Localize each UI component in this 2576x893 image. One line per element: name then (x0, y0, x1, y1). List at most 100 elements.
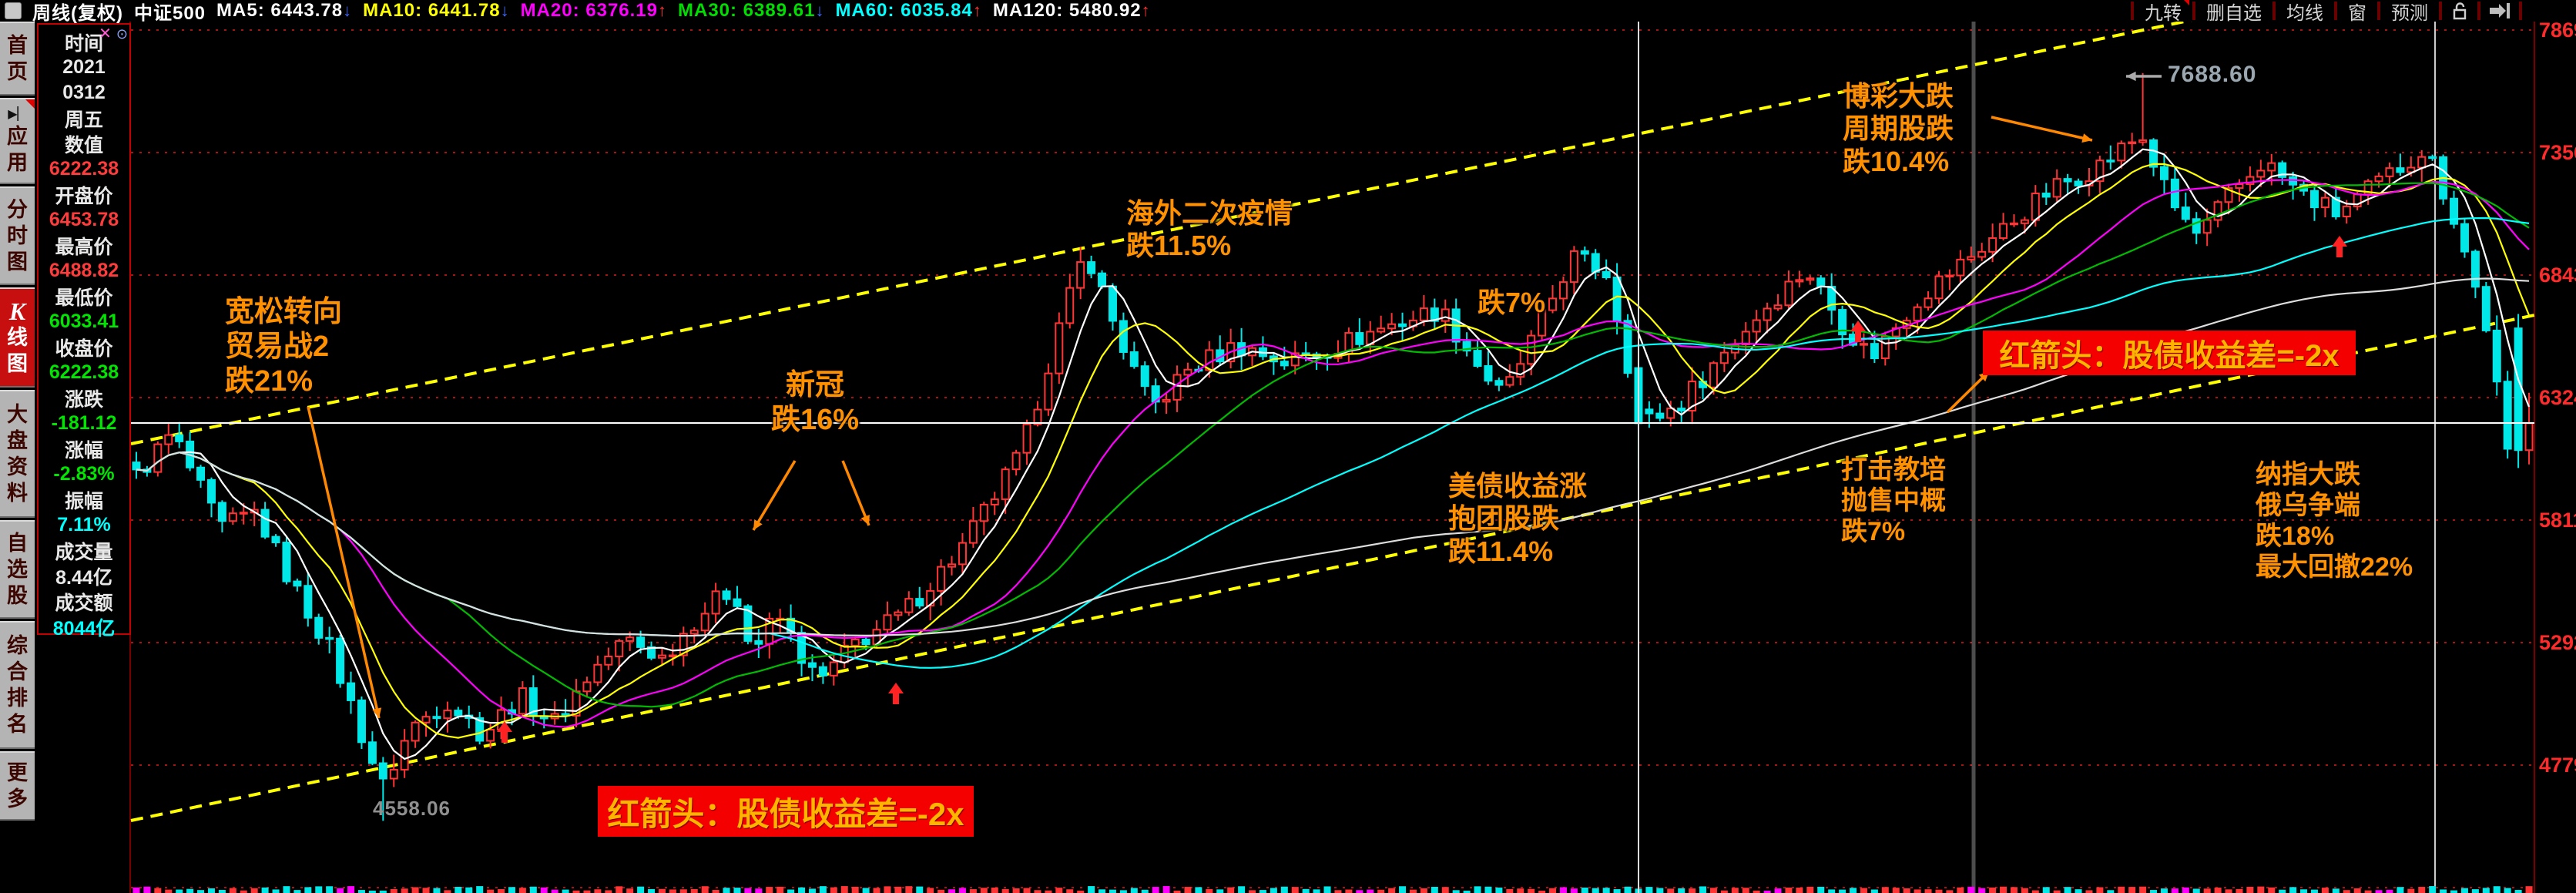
tab-char: 资 (7, 455, 28, 478)
ma-legend-item: MA30: 6389.61↓ (678, 0, 825, 21)
panel-row: 6488.82 (49, 260, 119, 281)
panel-row: 7.11% (57, 514, 111, 535)
toolbar-button-删自选[interactable]: 删自选 (2206, 2, 2262, 24)
arrow-up-icon: ↑ (1141, 1, 1151, 20)
sidebar-item-应用[interactable]: ▶▏ 应用 (0, 98, 35, 184)
arrow-up-icon: ↑ (658, 1, 667, 20)
arrowhead (860, 515, 870, 525)
panel-icons: ✕ ⊙ (99, 26, 128, 42)
red-buy-arrow-icon (497, 721, 512, 743)
tab-char: 首 (7, 34, 28, 57)
tab-char: 综 (7, 634, 28, 657)
candle-info-panel: ✕ ⊙ 时间 2021 0312 周五 数值 6222.38 开盘价 6453.78 最高价 64… (37, 23, 131, 640)
panel-row: 成交量 (55, 541, 113, 563)
toolbar-button-窗[interactable]: 窗 (2348, 2, 2366, 24)
tab-char: 更 (7, 761, 28, 784)
panel-row: 成交额 (55, 592, 113, 614)
close-icon[interactable]: ✕ (99, 25, 112, 42)
event-annotation: 美债收益涨 抱团股跌 跌11.4% (1448, 470, 1588, 567)
tab-char: 用 (7, 151, 28, 174)
divider (2334, 2, 2337, 20)
pin-icon[interactable]: ⊙ (116, 26, 128, 42)
tab-char: 料 (7, 482, 28, 505)
divider (2272, 2, 2276, 20)
panel-row: 8.44亿 (55, 566, 112, 589)
panel-row: 时间 (64, 32, 103, 55)
trend-channel-line (130, 314, 2535, 822)
toolbar-button-九转[interactable]: 九转 (2142, 0, 2189, 25)
red-buy-arrow-icon (1850, 321, 1866, 342)
ma-legend-item: MA120: 5480.92↑ (992, 0, 1151, 21)
tab-char: 线 (7, 326, 28, 349)
panel-rows: 时间 2021 0312 周五 数值 6222.38 开盘价 6453.78 最高价 6488.8… (39, 25, 129, 640)
panel-row: 6033.41 (49, 311, 119, 332)
toolbar-button-均线[interactable]: 均线 (2286, 2, 2323, 24)
ma-line-5 (136, 148, 2531, 760)
divider (2377, 2, 2380, 20)
arrowhead (753, 519, 763, 530)
panel-row: -181.12 (51, 412, 117, 434)
toolbar-button-预测[interactable]: 预测 (2391, 2, 2428, 24)
arrowhead (2081, 133, 2092, 143)
y-axis-label: 6843 (2539, 264, 2576, 287)
tab-char: 页 (7, 60, 28, 83)
annotation-arrow (1991, 116, 2093, 142)
panel-row: 涨跌 (64, 388, 103, 411)
panel-row: 周五 (64, 109, 103, 131)
ma-line-60 (136, 217, 2530, 669)
panel-row: 8044亿 (52, 617, 116, 640)
window-icon[interactable] (5, 2, 22, 19)
event-annotation: 新冠 跌16% (770, 369, 860, 436)
y-axis-label: 5292 (2539, 631, 2576, 654)
panel-row: 数值 (64, 134, 103, 156)
ma-line-30 (136, 182, 2530, 708)
badge-corner (2179, 0, 2189, 5)
ma-legend: MA5: 6443.78↓ MA10: 6441.78↓ MA20: 6376.19… (216, 0, 1162, 22)
sidebar-item-分时图[interactable]: 分时图 (0, 186, 35, 285)
goto-latest-icon[interactable] (2488, 1, 2511, 21)
tab-char: 选 (7, 558, 28, 581)
event-annotation: 纳指大跌 俄乌争端 跌18% 最大回撤22% (2256, 460, 2413, 582)
arrow-down-icon: ↓ (343, 1, 353, 20)
tab-char: 股 (7, 584, 28, 607)
panel-row: 开盘价 (55, 185, 113, 207)
sidebar-item-首页[interactable]: 首页 (0, 22, 35, 96)
sidebar-item-综合排名[interactable]: 综合排名 (0, 621, 35, 749)
panel-row: 0312 (62, 82, 106, 103)
divider (2131, 2, 2134, 20)
tab-char: 分 (7, 198, 28, 221)
y-axis-label: 5811 (2539, 509, 2576, 532)
sidebar-item-大盘资料[interactable]: 大盘资料 (0, 390, 35, 518)
symbol-name: 中证500 (133, 2, 206, 24)
annotation-arrow (841, 460, 870, 526)
unlock-icon[interactable] (2450, 1, 2470, 21)
divider (2192, 2, 2195, 20)
arrow-up-icon: ↑ (972, 1, 982, 20)
arrowhead (372, 707, 382, 718)
tab-char: 应 (7, 125, 28, 148)
sidebar-item-更多[interactable]: 更多 (0, 751, 35, 821)
red-arrow-signal-banner: 红箭头：股债收益差=-2x (1983, 331, 2356, 375)
tab-char: K (8, 297, 26, 325)
annotation-arrow (752, 460, 797, 531)
extreme-price-label: 4558.06 (373, 797, 451, 820)
panel-row: 最高价 (55, 236, 113, 258)
tab-char: 名 (7, 713, 28, 736)
extreme-price-label: 7688.60 (2168, 62, 2257, 87)
arrow-down-icon: ↓ (815, 1, 825, 20)
annotation-arrow (1946, 370, 1991, 414)
tab-char: 排 (7, 687, 28, 710)
sidebar: 首页 ▶▏ 应用分时图 K 线图大盘资料自选股综合排名更多 (0, 22, 35, 893)
sidebar-item-自选股[interactable]: 自选股 (0, 520, 35, 619)
ma-legend-item: MA5: 6443.78↓ (216, 0, 353, 21)
panel-row: -2.83% (53, 463, 115, 485)
panel-row: 振幅 (64, 490, 103, 512)
arrowhead (2126, 71, 2136, 82)
panel-row: 收盘价 (55, 337, 113, 360)
tab-char: 大 (7, 403, 28, 426)
panel-row: 涨幅 (64, 439, 103, 462)
event-annotation: 跌7% (1478, 287, 1546, 318)
